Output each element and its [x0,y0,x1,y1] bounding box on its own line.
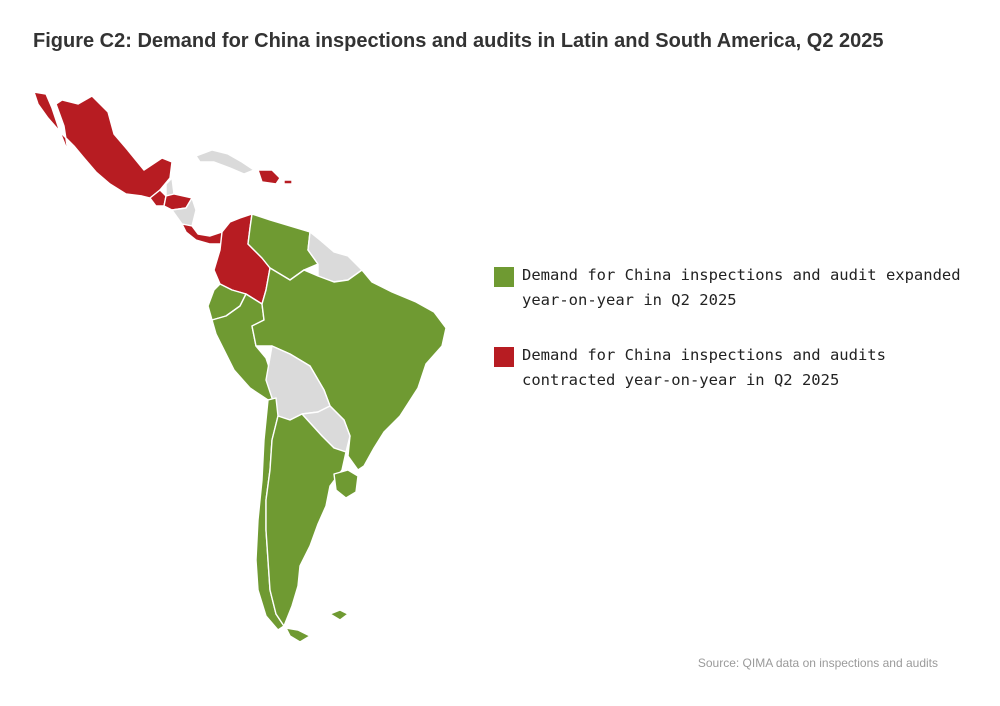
region-costa-rica-panama [181,223,223,245]
region-uruguay [333,469,359,499]
region-falklands [329,609,349,621]
swatch-contracted [494,347,514,367]
region-argentina [265,413,347,627]
map-legend: Demand for China inspections and audit e… [494,263,984,423]
source-note: Source: QIMA data on inspections and aud… [697,656,938,670]
region-puerto-rico [283,179,293,185]
legend-item-contracted: Demand for China inspections and audits … [494,343,984,393]
region-hispaniola [257,169,281,185]
region-cuba [195,149,255,175]
region-tierra-del-fuego [285,627,311,643]
region-peru [211,293,277,401]
legend-label-expanded: Demand for China inspections and audit e… [522,266,961,309]
figure-title: Figure C2: Demand for China inspections … [33,30,884,52]
swatch-expanded [494,267,514,287]
legend-item-expanded: Demand for China inspections and audit e… [494,263,984,313]
legend-label-contracted: Demand for China inspections and audits … [522,346,886,389]
region-mexico [33,91,173,199]
